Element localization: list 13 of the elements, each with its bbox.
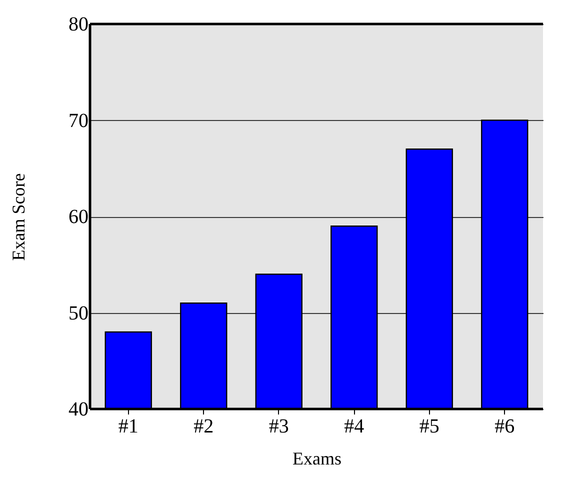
x-tick-label: #4 [344,416,364,438]
x-tick-label: #5 [419,416,440,438]
x-tick-label: #2 [194,416,214,438]
y-tick-label: 70 [68,110,88,132]
y-axis-title: Exam Score [8,173,28,261]
y-tick-label: 40 [68,398,88,420]
y-tick-label: 50 [68,302,88,324]
x-tick-label: #1 [118,416,138,438]
y-tick-label: 80 [68,14,88,36]
x-tick-label: #6 [494,416,515,438]
x-axis-title: Exams [292,448,342,468]
y-tick-label: 60 [68,206,88,228]
x-tick-label: #3 [268,416,289,438]
